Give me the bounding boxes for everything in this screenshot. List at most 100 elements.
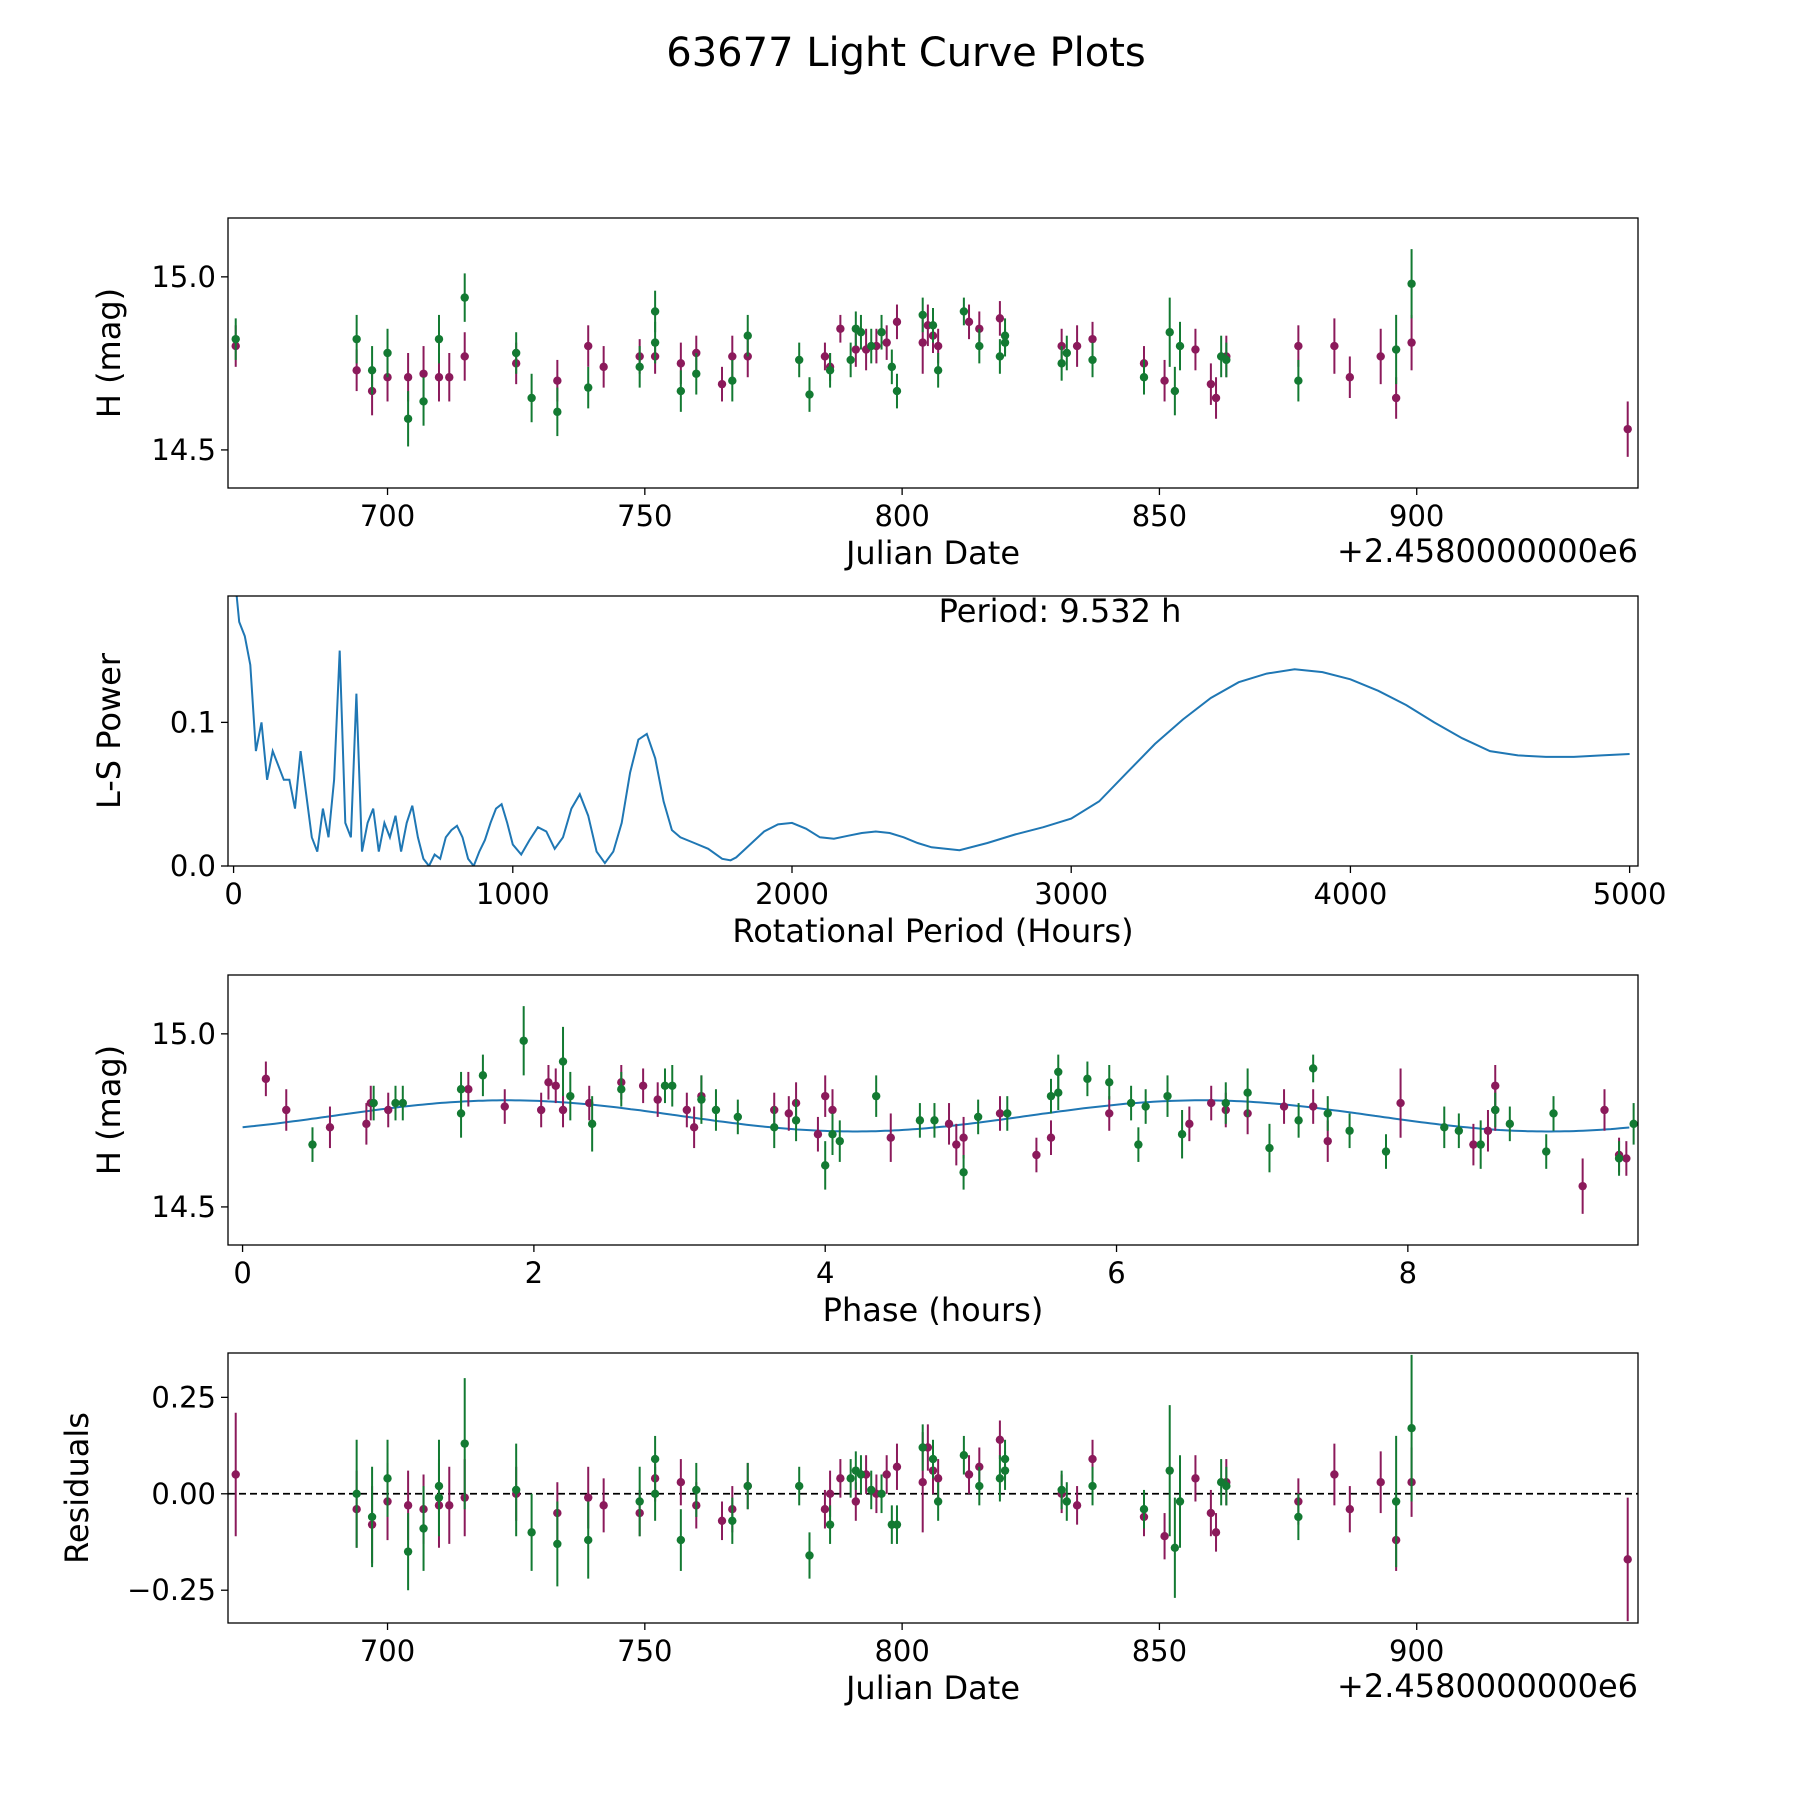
- lightcurve-x-tick-label: 700: [360, 499, 415, 533]
- lightcurve-data-point: [434, 373, 444, 382]
- periodogram-annotation: Period: 9.532 h: [939, 592, 1182, 630]
- phased-data-point: [1185, 1119, 1194, 1129]
- phased-data-point: [784, 1109, 793, 1118]
- lightcurve-data-point: [460, 293, 469, 302]
- periodogram-x-tick-label: 4000: [1314, 877, 1388, 911]
- lightcurve-data-point: [867, 341, 876, 351]
- lightcurve-data-point: [728, 352, 737, 361]
- lightcurve-data-point: [1057, 341, 1066, 351]
- lightcurve-x-offset-label: +2.4580000000e6: [1337, 532, 1638, 570]
- lightcurve-frame: [227, 217, 1639, 489]
- phased-data-point: [544, 1078, 553, 1087]
- phased-data-point: [711, 1105, 721, 1115]
- residuals-data-point: [959, 1451, 969, 1460]
- lightcurve-data-point: [1088, 334, 1097, 344]
- phased-data-point: [1483, 1126, 1493, 1135]
- lightcurve-data-point: [877, 328, 886, 337]
- residuals-data-point: [975, 1481, 984, 1491]
- residuals-data-point: [635, 1497, 644, 1506]
- lightcurve-data-point: [635, 362, 644, 372]
- periodogram-y-tick-label: 0.1: [170, 705, 216, 739]
- phased-data-point: [930, 1116, 939, 1125]
- lightcurve-data-point: [599, 362, 608, 372]
- phased-x-tick-label: 2: [525, 1256, 543, 1290]
- residuals-data-point: [995, 1435, 1005, 1444]
- lightcurve-data-point: [1175, 341, 1185, 351]
- lightcurve-data-point: [882, 338, 891, 347]
- residuals-y-tick-label: 0.00: [151, 1477, 216, 1511]
- phased-data-point: [1323, 1109, 1332, 1118]
- residuals-data-point: [928, 1454, 938, 1464]
- residuals-data-point: [1088, 1454, 1097, 1464]
- phased-data-point: [770, 1123, 779, 1132]
- residuals-data-point: [553, 1539, 562, 1549]
- periodogram-x-tick-label: 3000: [1034, 877, 1108, 911]
- residuals-data-point: [882, 1470, 891, 1479]
- residuals-data-point: [867, 1485, 876, 1495]
- phased-model-curve: [242, 1099, 1630, 1133]
- residuals-data-point: [434, 1493, 444, 1502]
- residuals-data-point: [1072, 1501, 1082, 1510]
- phased-data-point: [973, 1112, 983, 1122]
- phased-data-point: [1032, 1150, 1041, 1160]
- phased-data-point: [733, 1112, 743, 1122]
- lightcurve-data-point: [650, 307, 660, 316]
- phased-data-point: [1308, 1064, 1318, 1073]
- periodogram-panel: 0 1000 2000 3000 4000 5000 0.0 0.1 Rotational Pe…: [90, 592, 1667, 950]
- phased-series-band_b: [308, 1006, 1638, 1190]
- lightcurve-data-point: [995, 352, 1005, 361]
- phased-data-point: [308, 1140, 317, 1149]
- lightcurve-data-point: [1330, 341, 1339, 351]
- phased-data-point: [1279, 1102, 1289, 1111]
- lightcurve-plot-area: [231, 249, 1632, 457]
- periodogram-y-axis-label: L-S Power: [90, 652, 128, 809]
- residuals-data-point: [825, 1520, 835, 1529]
- residuals-y-tick-label: 0.25: [151, 1380, 216, 1414]
- lightcurve-data-point: [728, 376, 737, 385]
- lightcurve-data-point: [460, 352, 469, 361]
- residuals-data-point: [1376, 1478, 1385, 1487]
- lightcurve-data-point: [1000, 338, 1010, 347]
- phased-data-point: [500, 1102, 509, 1111]
- lightcurve-data-point: [1222, 355, 1231, 365]
- periodogram-y-tick-label: 0.0: [170, 849, 216, 883]
- residuals-data-point: [1062, 1497, 1071, 1506]
- phased-panel: 0 2 4 6 8 14.5 15.0 Phase (hours) H (mag): [90, 974, 1639, 1329]
- lightcurve-data-point: [403, 373, 413, 382]
- lightcurve-data-point: [933, 341, 943, 351]
- phased-data-point: [1046, 1133, 1056, 1142]
- lightcurve-panel: 700 750 800 850 900 14.5 15.0 Julian Date H (mag…: [90, 217, 1639, 572]
- figure-title: 63677 Light Curve Plots: [666, 30, 1145, 76]
- lightcurve-data-point: [851, 345, 861, 354]
- lightcurve-data-point: [1211, 393, 1221, 403]
- lightcurve-data-point: [1294, 341, 1303, 351]
- residuals-series-band_a: [231, 1412, 1632, 1622]
- residuals-data-point: [795, 1481, 804, 1491]
- phased-data-point: [1054, 1088, 1063, 1097]
- residuals-data-point: [836, 1474, 845, 1483]
- lightcurve-data-point: [445, 373, 454, 382]
- lightcurve-data-point: [1623, 424, 1632, 434]
- phased-data-point: [813, 1130, 823, 1139]
- lightcurve-data-point: [892, 317, 902, 327]
- residuals-data-point: [419, 1524, 428, 1533]
- phased-data-point: [1549, 1109, 1558, 1118]
- phased-data-point: [478, 1071, 488, 1080]
- residuals-data-point: [1088, 1481, 1097, 1491]
- periodogram-x-axis-label: Rotational Period (Hours): [732, 912, 1133, 950]
- phased-data-point: [1126, 1098, 1136, 1108]
- phased-data-point: [1396, 1098, 1405, 1108]
- phased-data-point: [1345, 1126, 1354, 1135]
- phased-y-tick-label: 15.0: [151, 1017, 216, 1051]
- residuals-y-axis-label: Residuals: [58, 1412, 96, 1564]
- lightcurve-data-point: [820, 352, 830, 361]
- lightcurve-data-point: [1165, 328, 1174, 337]
- residuals-data-point: [1170, 1543, 1180, 1552]
- residuals-data-point: [1160, 1532, 1169, 1541]
- residuals-x-offset-label: +2.4580000000e6: [1337, 1667, 1638, 1705]
- residuals-data-point: [856, 1470, 866, 1479]
- lightcurve-data-point: [836, 324, 845, 333]
- periodogram-x-tick-label: 5000: [1593, 877, 1667, 911]
- phased-data-point: [1054, 1067, 1063, 1077]
